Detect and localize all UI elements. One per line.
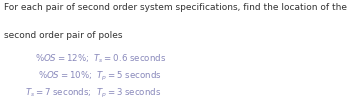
Text: $T_s = 7$ seconds;  $T_p = 3$ seconds: $T_s = 7$ seconds; $T_p = 3$ seconds bbox=[25, 87, 161, 97]
Text: $\%OS = 10\%$;  $T_p = 5$ seconds: $\%OS = 10\%$; $T_p = 5$ seconds bbox=[38, 70, 162, 83]
Text: $\%OS = 12\%$;  $T_s = 0.6$ seconds: $\%OS = 12\%$; $T_s = 0.6$ seconds bbox=[35, 52, 166, 65]
Text: For each pair of second order system specifications, find the location of the: For each pair of second order system spe… bbox=[4, 3, 347, 12]
Text: second order pair of poles: second order pair of poles bbox=[4, 31, 123, 40]
